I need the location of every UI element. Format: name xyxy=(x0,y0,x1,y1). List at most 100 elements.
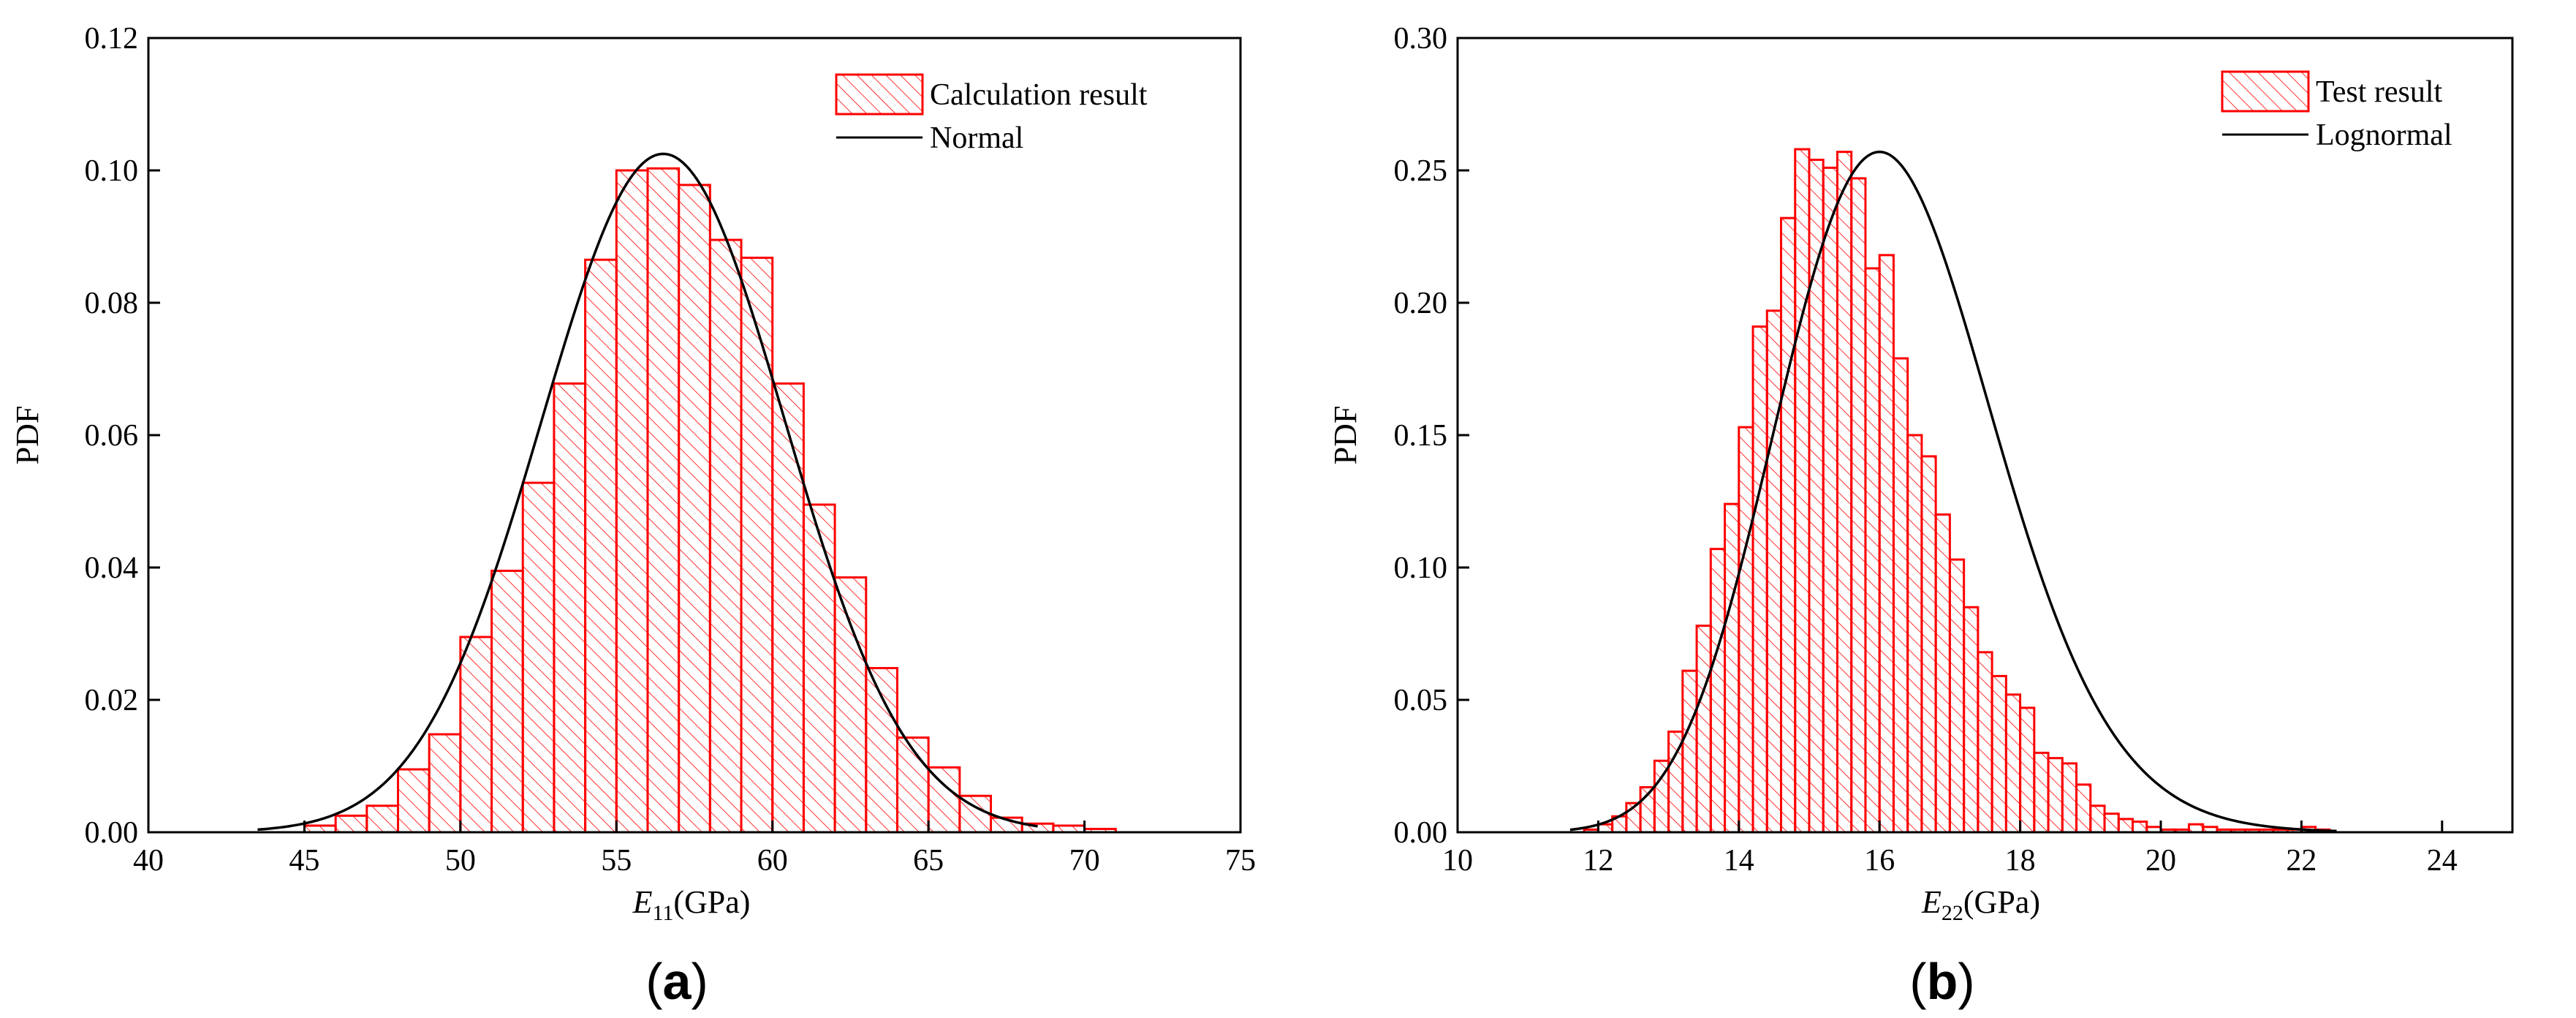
bar-a-19 xyxy=(895,736,930,834)
bar-b-8 xyxy=(1695,625,1712,834)
bar-a-11 xyxy=(646,167,681,834)
bars-a xyxy=(303,167,1117,834)
x-tick-label-a-0: 40 xyxy=(133,844,164,878)
x-axis-title-b: E22(GPa) xyxy=(1921,884,2040,925)
x-tick-label-a-7: 75 xyxy=(1225,844,1256,878)
bar-b-14 xyxy=(1780,216,1797,834)
bar-b-9 xyxy=(1709,548,1727,834)
y-tick-label-a-0: 0.00 xyxy=(85,816,139,850)
x-tick-label-b-6: 22 xyxy=(2286,844,2316,878)
y-axis-a: 0.00 0.02 0.04 0.06 0.08 0.10 0.12 xyxy=(85,22,160,850)
y-tick-label-b-5: 0.25 xyxy=(1394,154,1448,188)
bar-a-20 xyxy=(927,766,961,834)
bar-b-18 xyxy=(1836,151,1853,834)
bar-b-26 xyxy=(1948,558,1966,834)
y-axis-title-b: PDF xyxy=(1327,406,1363,465)
x-tick-label-a-3: 55 xyxy=(601,844,632,878)
bar-a-5 xyxy=(459,636,493,834)
y-tick-label-a-6: 0.12 xyxy=(85,22,139,56)
bar-a-17 xyxy=(833,576,868,834)
fit-line-a xyxy=(257,152,1038,832)
legend-a: Calculation result Normal xyxy=(835,73,1148,155)
bar-b-11 xyxy=(1738,426,1754,834)
x-tick-label-a-6: 70 xyxy=(1069,844,1100,878)
fit-line-b xyxy=(1569,150,2337,833)
y-tick-label-a-3: 0.06 xyxy=(85,419,139,453)
x-axis-a: 40 45 50 55 60 65 70 75 xyxy=(133,821,1256,878)
y-axis-title-a: PDF xyxy=(10,406,45,465)
bar-b-10 xyxy=(1724,502,1740,834)
legend-b: Test result Lognormal xyxy=(2221,70,2452,152)
x-tick-label-b-7: 24 xyxy=(2427,844,2458,878)
bar-b-35 xyxy=(2075,783,2092,834)
x-tick-label-b-1: 12 xyxy=(1583,844,1613,878)
bar-a-4 xyxy=(428,733,462,834)
bar-b-20 xyxy=(1864,267,1881,834)
x-tick-label-b-2: 14 xyxy=(1724,844,1754,878)
legend-swatch-bar-b xyxy=(2221,70,2310,113)
x-tick-label-b-5: 20 xyxy=(2145,844,2176,878)
bar-a-18 xyxy=(865,667,898,834)
bar-b-19 xyxy=(1850,177,1867,834)
x-axis-b: 10 12 14 16 18 20 22 24 xyxy=(1442,821,2458,878)
bar-b-31 xyxy=(2019,706,2036,834)
y-tick-label-b-0: 0.00 xyxy=(1394,816,1448,850)
legend-swatch-bar-a xyxy=(835,73,924,116)
panel-label-a: (a) xyxy=(645,953,708,1010)
x-tick-label-b-3: 16 xyxy=(1864,844,1895,878)
bar-a-16 xyxy=(802,503,836,834)
bar-a-3 xyxy=(396,768,431,834)
legend-label-bar-b: Test result xyxy=(2316,75,2443,109)
x-tick-label-b-4: 18 xyxy=(2005,844,2036,878)
bar-a-7 xyxy=(521,481,556,834)
bar-a-10 xyxy=(615,169,649,834)
bar-a-9 xyxy=(584,258,618,834)
bar-b-29 xyxy=(1990,674,2007,834)
chart-b: 10 12 14 16 18 20 22 24 0.00 0.05 0.10 0.15 0.20 0.2… xyxy=(1327,22,2514,1010)
x-tick-label-a-1: 45 xyxy=(289,844,319,878)
chart-a: 40 45 50 55 60 65 70 75 0.00 0.02 0.04 0.06 0.08 0.1… xyxy=(10,22,1256,1010)
y-tick-label-b-2: 0.10 xyxy=(1394,551,1448,585)
bar-b-37 xyxy=(2103,812,2120,834)
bar-a-15 xyxy=(771,382,805,834)
y-tick-label-b-4: 0.20 xyxy=(1394,287,1448,320)
bar-b-38 xyxy=(2117,818,2134,834)
x-tick-label-b-0: 10 xyxy=(1442,844,1473,878)
fit-curve-b xyxy=(1569,150,2337,833)
bars-b xyxy=(1583,148,2331,834)
bar-a-2 xyxy=(365,804,399,834)
bar-b-21 xyxy=(1878,254,1895,834)
bar-b-22 xyxy=(1892,357,1909,834)
y-axis-b: 0.00 0.05 0.10 0.15 0.20 0.25 0.30 xyxy=(1394,22,1469,850)
bar-b-32 xyxy=(2033,751,2050,834)
legend-label-line-b: Lognormal xyxy=(2316,118,2452,152)
bar-b-12 xyxy=(1751,325,1768,834)
legend-label-line-a: Normal xyxy=(930,121,1023,155)
bar-b-34 xyxy=(2061,762,2078,834)
bar-a-12 xyxy=(678,184,711,834)
bar-b-15 xyxy=(1794,148,1811,834)
y-tick-label-a-4: 0.08 xyxy=(85,287,139,320)
x-tick-label-a-5: 65 xyxy=(913,844,944,878)
y-tick-label-a-5: 0.10 xyxy=(85,154,139,188)
bar-b-24 xyxy=(1920,455,1937,834)
bar-b-7 xyxy=(1681,669,1698,834)
x-tick-label-a-4: 60 xyxy=(757,844,788,878)
bar-b-27 xyxy=(1963,606,1980,834)
x-tick-label-a-2: 50 xyxy=(445,844,476,878)
bar-a-6 xyxy=(490,570,524,834)
bar-b-36 xyxy=(2089,804,2106,834)
bar-a-13 xyxy=(708,238,743,834)
bar-b-39 xyxy=(2132,821,2148,834)
bar-b-28 xyxy=(1977,651,1993,834)
bar-a-14 xyxy=(740,256,774,834)
bar-b-13 xyxy=(1765,309,1783,834)
bar-a-1 xyxy=(334,814,368,834)
x-axis-title-a: E11(GPa) xyxy=(632,884,751,925)
legend-label-bar-a: Calculation result xyxy=(930,78,1148,112)
bar-b-43 xyxy=(2187,823,2205,834)
bar-b-33 xyxy=(2047,757,2064,834)
y-tick-label-a-1: 0.02 xyxy=(85,684,139,717)
y-tick-label-b-3: 0.15 xyxy=(1394,419,1448,453)
